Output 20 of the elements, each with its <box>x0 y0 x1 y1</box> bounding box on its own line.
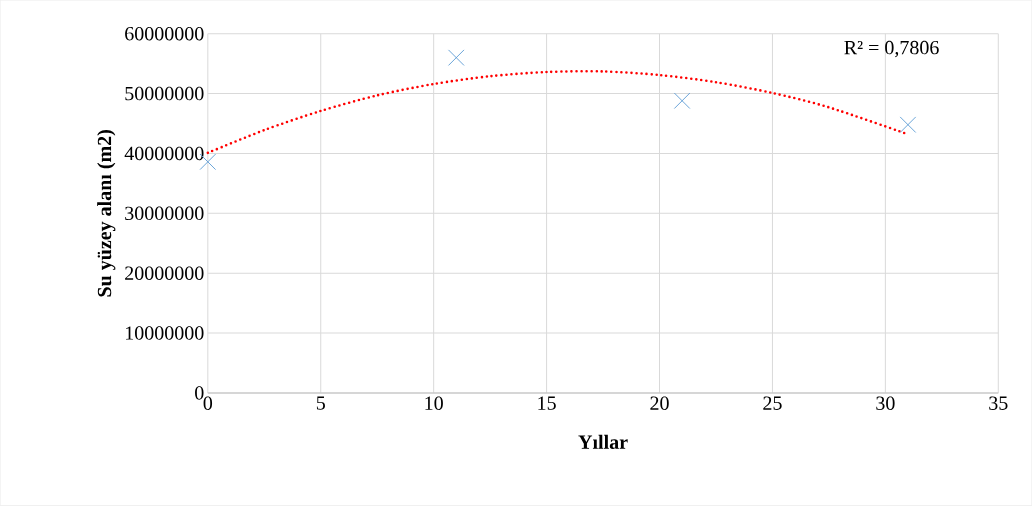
y-tick-label: 20000000 <box>125 266 204 281</box>
x-tick-label: 30 <box>876 396 895 411</box>
y-axis-title: Su yüzey alanı (m2) <box>97 130 116 297</box>
point <box>673 92 691 110</box>
y-tick-label: 30000000 <box>125 206 204 221</box>
x-tick-label: 10 <box>425 396 443 411</box>
x-tick-label: 5 <box>316 396 325 410</box>
point <box>448 49 465 67</box>
y-tick-label: 0 <box>195 386 204 400</box>
y-tick-label: 50000000 <box>125 86 204 101</box>
y-tick-label: 40000000 <box>124 146 204 161</box>
annotation: R² = 0,7806 <box>844 41 939 58</box>
x-axis-title: Yıllar <box>578 434 628 450</box>
y-tick-label: 60000000 <box>125 27 204 41</box>
x-tick-label: 15 <box>538 396 556 411</box>
point <box>899 116 917 134</box>
x-tick-label: 35 <box>989 396 1008 411</box>
y-tick-label: 10000000 <box>126 326 204 340</box>
x-tick-label: 25 <box>763 396 782 411</box>
x-tick-label: 20 <box>650 396 669 411</box>
